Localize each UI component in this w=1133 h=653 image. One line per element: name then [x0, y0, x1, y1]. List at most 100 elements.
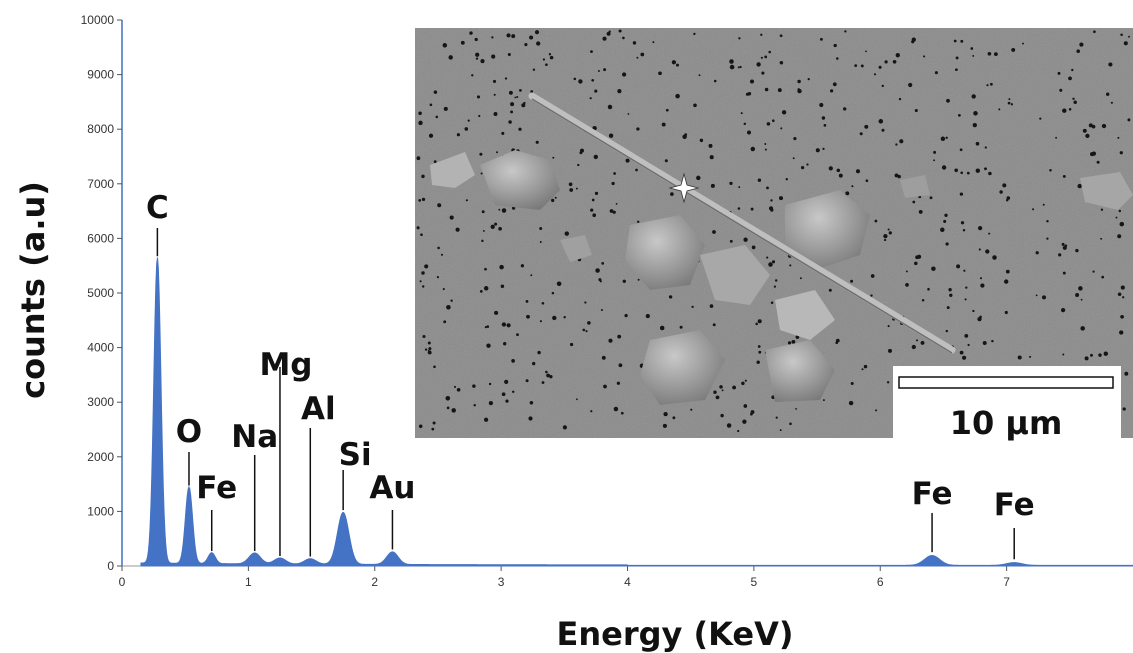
sem-pore	[710, 183, 715, 188]
sem-pore	[756, 360, 760, 364]
sem-pore	[693, 103, 697, 108]
sem-pore	[613, 406, 619, 412]
sem-pore	[615, 202, 618, 205]
sem-pore	[494, 222, 498, 226]
sem-pore	[578, 79, 583, 84]
sem-pore	[490, 224, 495, 229]
sem-pore	[524, 43, 528, 47]
sem-pore	[597, 70, 600, 72]
peak-label: Fe	[994, 487, 1035, 523]
sem-pore	[579, 151, 583, 155]
sem-pore	[511, 34, 516, 39]
sem-pore	[884, 60, 888, 64]
sem-pore	[806, 163, 809, 166]
sem-pore	[988, 232, 991, 235]
sem-pore	[931, 266, 936, 271]
sem-pore	[594, 89, 598, 93]
sem-pore	[670, 192, 674, 196]
sem-pore	[959, 350, 964, 355]
y-tick-label: 4000	[87, 341, 114, 355]
x-tick-label: 6	[877, 575, 884, 589]
sem-pore	[545, 63, 548, 67]
sem-pore	[551, 291, 555, 295]
sem-pore	[964, 298, 967, 301]
sem-pore	[954, 168, 958, 173]
sem-pore	[481, 239, 484, 243]
sem-pore	[991, 339, 994, 343]
sem-pore	[948, 288, 952, 292]
sem-pore	[984, 146, 987, 149]
sem-pore	[481, 210, 485, 214]
sem-pore	[617, 88, 622, 94]
sem-pore	[878, 65, 882, 69]
peak-label: O	[176, 414, 202, 450]
sem-pore	[1082, 128, 1087, 133]
sem-pore	[418, 111, 422, 116]
particle	[430, 152, 475, 188]
sem-pore	[576, 398, 578, 401]
sem-pore	[671, 60, 677, 65]
sem-pore	[967, 343, 970, 347]
sem-pore	[545, 370, 548, 374]
sem-pore	[607, 104, 613, 110]
y-tick-label: 2000	[87, 450, 114, 464]
sem-pore	[789, 264, 792, 267]
sem-pore	[987, 51, 992, 56]
sem-pore	[1059, 88, 1063, 92]
sem-pore	[519, 89, 522, 92]
sem-pore	[923, 55, 926, 58]
sem-pore	[972, 54, 975, 57]
sem-pore	[875, 409, 878, 412]
sem-pore	[637, 278, 640, 281]
sem-pore	[624, 313, 628, 318]
sem-pore	[436, 276, 439, 279]
sem-pore	[421, 285, 425, 288]
sem-pore	[883, 238, 887, 242]
sem-pore	[848, 400, 854, 406]
sem-pore	[672, 416, 676, 420]
sem-pore	[870, 274, 875, 278]
sem-pore	[764, 55, 768, 59]
sem-pore	[747, 130, 751, 135]
sem-pore	[1084, 356, 1089, 361]
sem-pore	[911, 344, 916, 350]
sem-pore	[1117, 136, 1120, 139]
sem-pore	[691, 305, 694, 309]
sem-pore	[564, 231, 570, 236]
sem-pore	[420, 233, 423, 237]
sem-pore	[1124, 371, 1129, 376]
sem-pore	[789, 422, 792, 426]
sem-pore	[766, 186, 769, 190]
sem-pore	[437, 246, 440, 250]
sem-pore	[915, 255, 919, 260]
sem-pore	[433, 90, 438, 94]
sem-pore	[453, 385, 457, 388]
sem-pore	[964, 334, 969, 338]
sem-pore	[1042, 295, 1046, 300]
y-tick-label: 10000	[81, 13, 115, 27]
sem-pore	[451, 408, 456, 413]
sem-pore	[980, 283, 985, 288]
sem-pore	[1119, 221, 1125, 227]
sem-pore	[516, 95, 519, 99]
sem-pore	[428, 347, 432, 351]
sem-pore	[940, 136, 946, 142]
sem-pore	[682, 134, 687, 140]
sem-pore	[1122, 296, 1125, 299]
sem-pore	[525, 379, 529, 383]
sem-pore	[679, 325, 683, 329]
sem-pore	[755, 322, 758, 326]
sem-pore	[1079, 42, 1084, 47]
sem-pore	[1068, 76, 1072, 81]
sem-pore	[1115, 216, 1118, 219]
sem-pore	[482, 229, 485, 232]
sem-pore	[822, 399, 825, 402]
sem-pore	[986, 84, 989, 87]
sem-pore	[640, 52, 645, 57]
sem-pore	[982, 341, 987, 345]
sem-pore	[990, 82, 993, 86]
sem-pore	[1119, 151, 1123, 155]
sem-pore	[770, 301, 774, 304]
sem-pore	[608, 133, 614, 138]
